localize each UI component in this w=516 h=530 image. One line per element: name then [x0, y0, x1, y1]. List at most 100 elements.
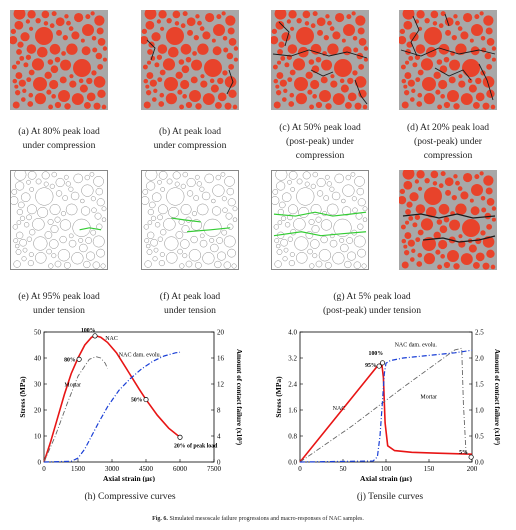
aggregate-outline	[16, 231, 24, 239]
caption-b: (b) At peak load under compression	[153, 126, 227, 151]
aggregate-outline	[181, 225, 190, 234]
aggregate-outline	[150, 215, 157, 221]
aggregate-particle	[147, 48, 153, 55]
contact-failure-path	[273, 211, 367, 217]
aggregate-particle	[436, 59, 443, 65]
aggregate-outline	[142, 189, 149, 195]
aggregate-particle	[422, 77, 436, 91]
aggregate-particle	[74, 12, 84, 23]
aggregate-particle	[407, 239, 415, 247]
aggregate-outline	[191, 211, 198, 217]
aggregate-particle	[29, 26, 34, 31]
aggregate-particle	[296, 17, 302, 24]
aggregate-particle	[20, 32, 30, 42]
aggregate-outline	[296, 252, 308, 264]
aggregate-outline	[68, 239, 77, 248]
aggregate-outline	[323, 195, 330, 201]
aggregate-particle	[330, 74, 335, 79]
aggregate-particle	[424, 17, 430, 24]
aggregate-particle	[399, 35, 407, 45]
crack-path	[444, 13, 450, 27]
aggregate-outline	[290, 187, 295, 192]
aggregate-particle	[232, 104, 238, 110]
mesostructure-compression-peak	[141, 10, 239, 110]
aggregate-particle	[438, 183, 444, 189]
mesostructure-compression-50-post	[271, 10, 369, 110]
aggregate-particle	[443, 261, 451, 269]
aggregate-outline	[333, 218, 352, 237]
aggregate-particle	[288, 101, 295, 107]
aggregate-particle	[58, 90, 70, 102]
aggregate-outline	[272, 196, 280, 205]
aggregate-particle	[443, 101, 451, 109]
aggregate-particle	[276, 72, 284, 80]
aggregate-outline	[341, 198, 346, 204]
y2-tick-label: 12	[217, 380, 225, 388]
peak-marker	[376, 363, 382, 369]
aggregate-particle	[54, 101, 62, 109]
y2-axis-label: Amount of contact failure (x10³)	[235, 349, 243, 446]
aggregate-particle	[37, 46, 48, 58]
aggregate-particle	[145, 20, 155, 30]
aggregate-particle	[414, 214, 421, 220]
aggregate-particle	[438, 23, 444, 29]
aggregate-particle	[417, 92, 423, 98]
aggregate-particle	[278, 41, 285, 48]
tensile-chart: 0 50 100 150 200 0.0 0.8 1.6 2.4 3.2 4.0 0.0 0.5 1.0 1…	[262, 322, 514, 482]
aggregate-particle	[402, 10, 415, 20]
caption-j: (j) Tensile curves	[356, 491, 424, 502]
aggregate-particle	[327, 20, 332, 26]
aggregate-outline	[85, 237, 93, 244]
aggregate-particle	[153, 88, 158, 93]
aggregate-particle	[233, 57, 238, 62]
aggregate-outline	[73, 173, 83, 184]
series-line-nac-dam-evolu-	[299, 349, 473, 463]
aggregate-outline	[315, 260, 323, 268]
aggregate-particle	[174, 21, 180, 26]
aggregate-particle	[432, 181, 438, 186]
aggregate-particle	[64, 103, 71, 110]
aggregate-outline	[59, 235, 67, 244]
aggregate-particle	[31, 58, 45, 71]
aggregate-particle	[156, 19, 162, 24]
aggregate-outline	[199, 186, 205, 192]
aggregate-outline	[71, 252, 84, 265]
aggregate-outline	[160, 187, 165, 192]
aggregate-particle	[315, 101, 323, 109]
aggregate-outline	[204, 173, 214, 184]
aggregate-particle	[35, 27, 53, 45]
aggregate-outline	[283, 247, 289, 253]
aggregate-particle	[275, 89, 282, 96]
aggregate-particle	[310, 79, 320, 90]
aggregate-particle	[438, 79, 448, 90]
aggregate-particle	[204, 59, 222, 77]
aggregate-particle	[453, 103, 460, 110]
aggregate-particle	[81, 46, 91, 56]
aggregate-particle	[448, 76, 456, 84]
aggregate-particle	[217, 92, 227, 102]
aggregate-outline	[296, 178, 303, 185]
aggregate-particle	[101, 104, 107, 110]
aggregate-particle	[141, 35, 149, 45]
aggregate-particle	[233, 46, 239, 51]
series-label: NAC	[333, 406, 346, 412]
series-line-nac	[43, 335, 181, 463]
aggregate-outline	[20, 192, 31, 202]
aggregate-particle	[175, 71, 183, 79]
aggregate-particle	[417, 252, 423, 258]
aggregate-outline	[13, 260, 21, 268]
aggregate-particle	[213, 24, 225, 36]
aggregate-particle	[90, 11, 95, 16]
aggregate-particle	[460, 31, 469, 40]
aggregate-particle	[97, 38, 106, 46]
y-tick-label: 1.6	[288, 406, 297, 414]
aggregate-outline	[272, 189, 279, 195]
aggregate-particle	[340, 84, 349, 93]
aggregate-particle	[93, 102, 101, 110]
aggregate-particle	[404, 220, 410, 225]
y2-tick-label: 4	[217, 432, 221, 440]
aggregate-particle	[49, 23, 55, 29]
aggregate-outline	[232, 206, 238, 212]
aggregate-particle	[189, 90, 201, 102]
aggregate-particle	[154, 62, 160, 68]
